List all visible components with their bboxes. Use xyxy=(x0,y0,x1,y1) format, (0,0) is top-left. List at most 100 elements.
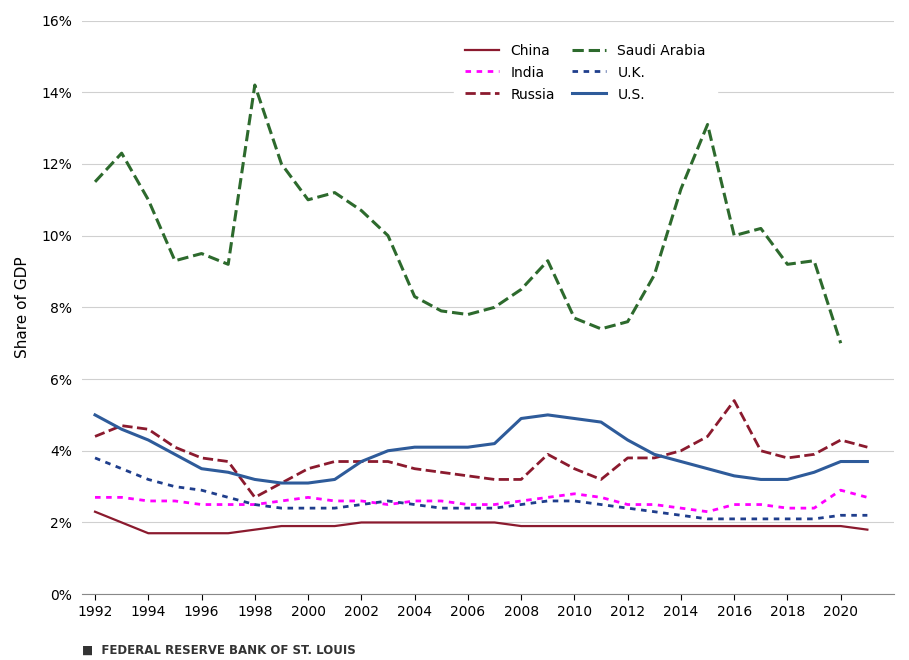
Russia xyxy=(196,454,207,462)
China xyxy=(435,519,446,527)
U.S. xyxy=(782,475,793,483)
Line: Saudi Arabia: Saudi Arabia xyxy=(95,85,841,343)
Saudi Arabia xyxy=(329,189,340,197)
India xyxy=(435,497,446,505)
Text: ■  FEDERAL RESERVE BANK OF ST. LOUIS: ■ FEDERAL RESERVE BANK OF ST. LOUIS xyxy=(82,644,355,657)
Line: U.S.: U.S. xyxy=(95,415,867,483)
Russia xyxy=(383,457,394,465)
Russia xyxy=(169,444,180,451)
U.K. xyxy=(702,515,713,523)
Saudi Arabia xyxy=(809,257,820,265)
Russia xyxy=(90,432,101,440)
U.K. xyxy=(835,512,846,519)
U.K. xyxy=(223,494,234,502)
U.S. xyxy=(329,475,340,483)
Saudi Arabia xyxy=(383,232,394,240)
China xyxy=(835,522,846,530)
Saudi Arabia xyxy=(729,232,740,240)
U.K. xyxy=(782,515,793,523)
U.K. xyxy=(569,497,580,505)
China xyxy=(595,522,606,530)
China xyxy=(90,508,101,515)
China xyxy=(782,522,793,530)
India xyxy=(543,494,554,502)
U.K. xyxy=(196,486,207,494)
China xyxy=(223,529,234,537)
Saudi Arabia xyxy=(569,314,580,322)
U.K. xyxy=(383,497,394,505)
China xyxy=(409,519,420,527)
Russia xyxy=(702,432,713,440)
Saudi Arabia xyxy=(755,224,766,232)
China xyxy=(489,519,500,527)
U.K. xyxy=(116,465,127,473)
Saudi Arabia xyxy=(249,81,260,89)
U.K. xyxy=(649,508,660,515)
Russia xyxy=(116,422,127,430)
India xyxy=(329,497,340,505)
Russia xyxy=(463,472,474,480)
China xyxy=(809,522,820,530)
Saudi Arabia xyxy=(409,292,420,300)
Russia xyxy=(356,457,367,465)
China xyxy=(675,522,686,530)
Russia xyxy=(623,454,634,462)
India xyxy=(569,490,580,498)
China xyxy=(169,529,180,537)
Russia xyxy=(675,447,686,455)
China xyxy=(196,529,207,537)
India xyxy=(116,494,127,502)
U.S. xyxy=(463,444,474,451)
Saudi Arabia xyxy=(649,271,660,279)
India xyxy=(782,504,793,512)
U.K. xyxy=(489,504,500,512)
U.S. xyxy=(835,457,846,465)
U.K. xyxy=(862,512,873,519)
Russia xyxy=(515,475,526,483)
India xyxy=(623,500,634,508)
China xyxy=(463,519,474,527)
Russia xyxy=(569,465,580,473)
India xyxy=(90,494,101,502)
Russia xyxy=(409,465,420,473)
U.S. xyxy=(116,425,127,433)
Saudi Arabia xyxy=(675,185,686,193)
U.S. xyxy=(729,472,740,480)
India xyxy=(835,486,846,494)
Saudi Arabia xyxy=(595,325,606,333)
China xyxy=(116,519,127,527)
China xyxy=(515,522,526,530)
Saudi Arabia xyxy=(463,311,474,319)
Line: China: China xyxy=(95,512,867,533)
China xyxy=(649,522,660,530)
U.S. xyxy=(276,479,287,487)
U.K. xyxy=(249,500,260,508)
India xyxy=(729,500,740,508)
U.K. xyxy=(675,512,686,519)
China xyxy=(729,522,740,530)
U.S. xyxy=(809,469,820,477)
U.S. xyxy=(543,411,554,419)
Russia xyxy=(595,475,606,483)
India xyxy=(809,504,820,512)
China xyxy=(623,522,634,530)
China xyxy=(276,522,287,530)
Saudi Arabia xyxy=(276,160,287,168)
U.S. xyxy=(675,457,686,465)
Russia xyxy=(249,494,260,502)
U.K. xyxy=(143,475,154,483)
U.S. xyxy=(569,414,580,422)
China xyxy=(143,529,154,537)
U.K. xyxy=(515,500,526,508)
Line: Russia: Russia xyxy=(95,401,867,498)
Russia xyxy=(782,454,793,462)
U.K. xyxy=(463,504,474,512)
Saudi Arabia xyxy=(515,286,526,294)
India xyxy=(356,497,367,505)
India xyxy=(303,494,314,502)
U.K. xyxy=(809,515,820,523)
India xyxy=(383,500,394,508)
China xyxy=(755,522,766,530)
Saudi Arabia xyxy=(356,207,367,215)
Saudi Arabia xyxy=(116,149,127,157)
